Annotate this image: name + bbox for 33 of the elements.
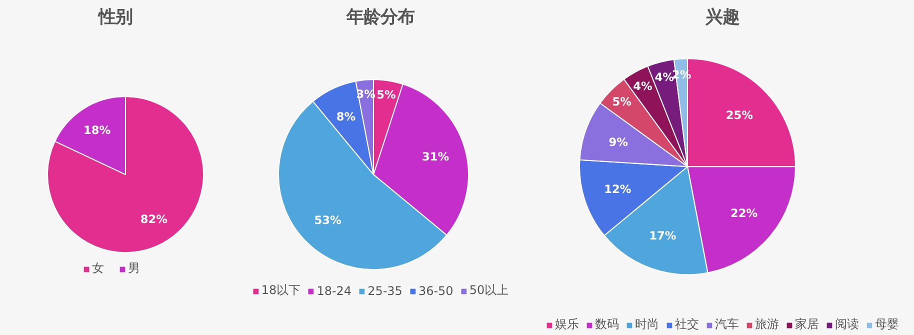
data-label: 22% — [730, 206, 758, 220]
legend-label: 娱乐 — [555, 316, 579, 333]
legend-label: 汽车 — [715, 316, 739, 333]
legend-label: 阅读 — [835, 316, 859, 333]
legend-label: 18以下 — [261, 282, 301, 299]
chart-title: 性别 — [98, 8, 132, 28]
data-label: 25% — [726, 108, 753, 122]
data-label: 31% — [422, 150, 450, 164]
legend-label: 50以上 — [469, 282, 509, 299]
data-label: 82% — [140, 212, 168, 226]
data-label: 18% — [84, 123, 111, 138]
legend-label: 母婴 — [875, 316, 899, 333]
legend-label: 家居 — [795, 316, 819, 333]
legend-label: 25-35 — [368, 284, 402, 298]
legend-label: 男 — [128, 260, 141, 277]
data-label: 4% — [654, 70, 674, 84]
data-label: 5% — [376, 87, 396, 102]
data-label: 17% — [649, 228, 676, 242]
chart-title: 年龄分布 — [346, 8, 414, 28]
data-label: 12% — [604, 182, 632, 196]
chart-title: 兴趣 — [704, 8, 740, 28]
legend-label: 数码 — [595, 316, 619, 333]
legend-label: 社交 — [675, 316, 699, 333]
legend-label: 18-24 — [316, 284, 352, 298]
legend-label: 时尚 — [635, 316, 659, 333]
data-label: 4% — [633, 78, 652, 93]
data-label: 8% — [336, 109, 356, 124]
legend-label: 女 — [92, 260, 105, 277]
legend-label: 36-50 — [418, 284, 454, 298]
data-label: 53% — [314, 212, 342, 227]
legend-label: 旅游 — [755, 316, 779, 333]
data-label: 5% — [612, 94, 632, 108]
data-label: 9% — [608, 134, 628, 149]
